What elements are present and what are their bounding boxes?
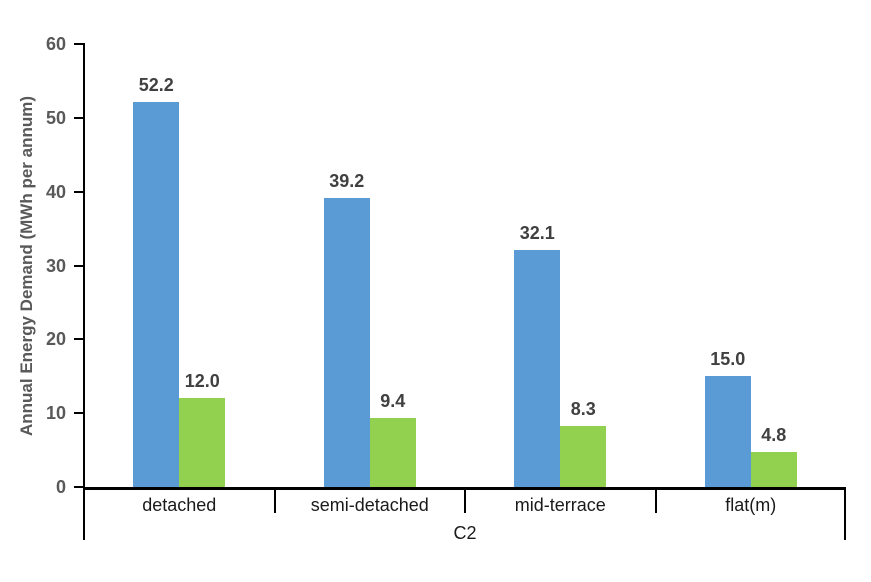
- y-axis-tick-label: 50: [45, 107, 66, 128]
- blue-series-bar: [514, 250, 561, 487]
- y-axis-tick-mark: [74, 116, 84, 119]
- y-axis-tick-label: 60: [45, 34, 66, 54]
- x-axis-category-label: detached: [142, 495, 217, 515]
- bar-value-label: 15.0: [710, 349, 746, 369]
- y-axis-tick-label: 10: [45, 403, 66, 424]
- x-axis-category-label: mid-terrace: [514, 495, 606, 515]
- bar-value-label: 12.0: [184, 371, 220, 391]
- y-axis-tick-label: 30: [45, 255, 66, 276]
- x-axis-category-divider: [654, 487, 657, 513]
- y-axis-tick-label: 0: [55, 477, 66, 497]
- green-series-bar: [560, 426, 607, 487]
- bar-value-label: 4.8: [761, 425, 787, 445]
- y-axis-tick-mark: [74, 412, 84, 415]
- bar-value-label: 8.3: [570, 399, 596, 419]
- bar-value-label: 52.2: [138, 75, 174, 95]
- y-axis-tick-mark: [74, 338, 84, 341]
- y-axis-tick-mark: [74, 264, 84, 267]
- blue-series-bar: [323, 198, 370, 487]
- x-axis-category-divider: [464, 487, 466, 513]
- blue-series-bar: [133, 102, 180, 487]
- x-axis-category-label: semi-detached: [310, 495, 429, 515]
- y-axis-tick-mark: [74, 486, 84, 488]
- bar-value-label: 32.1: [519, 223, 555, 243]
- bar-value-label: 39.2: [329, 171, 365, 191]
- y-axis-tick-label: 20: [45, 329, 66, 350]
- x-axis-category-label: flat(m): [725, 495, 777, 515]
- bar-value-label: 9.4: [380, 391, 406, 411]
- green-series-bar: [750, 452, 797, 487]
- green-series-bar: [179, 398, 226, 487]
- y-axis-tick-mark: [74, 43, 84, 45]
- x-axis-group-label: C2: [453, 523, 477, 543]
- y-axis-tick-label: 40: [45, 181, 66, 202]
- x-axis-category-divider: [273, 487, 276, 513]
- blue-series-bar: [704, 376, 751, 487]
- green-series-bar: [369, 418, 416, 487]
- x-axis-right-boundary-line: [844, 487, 846, 540]
- y-axis-line: [83, 43, 85, 540]
- y-axis-tick-mark: [74, 190, 84, 193]
